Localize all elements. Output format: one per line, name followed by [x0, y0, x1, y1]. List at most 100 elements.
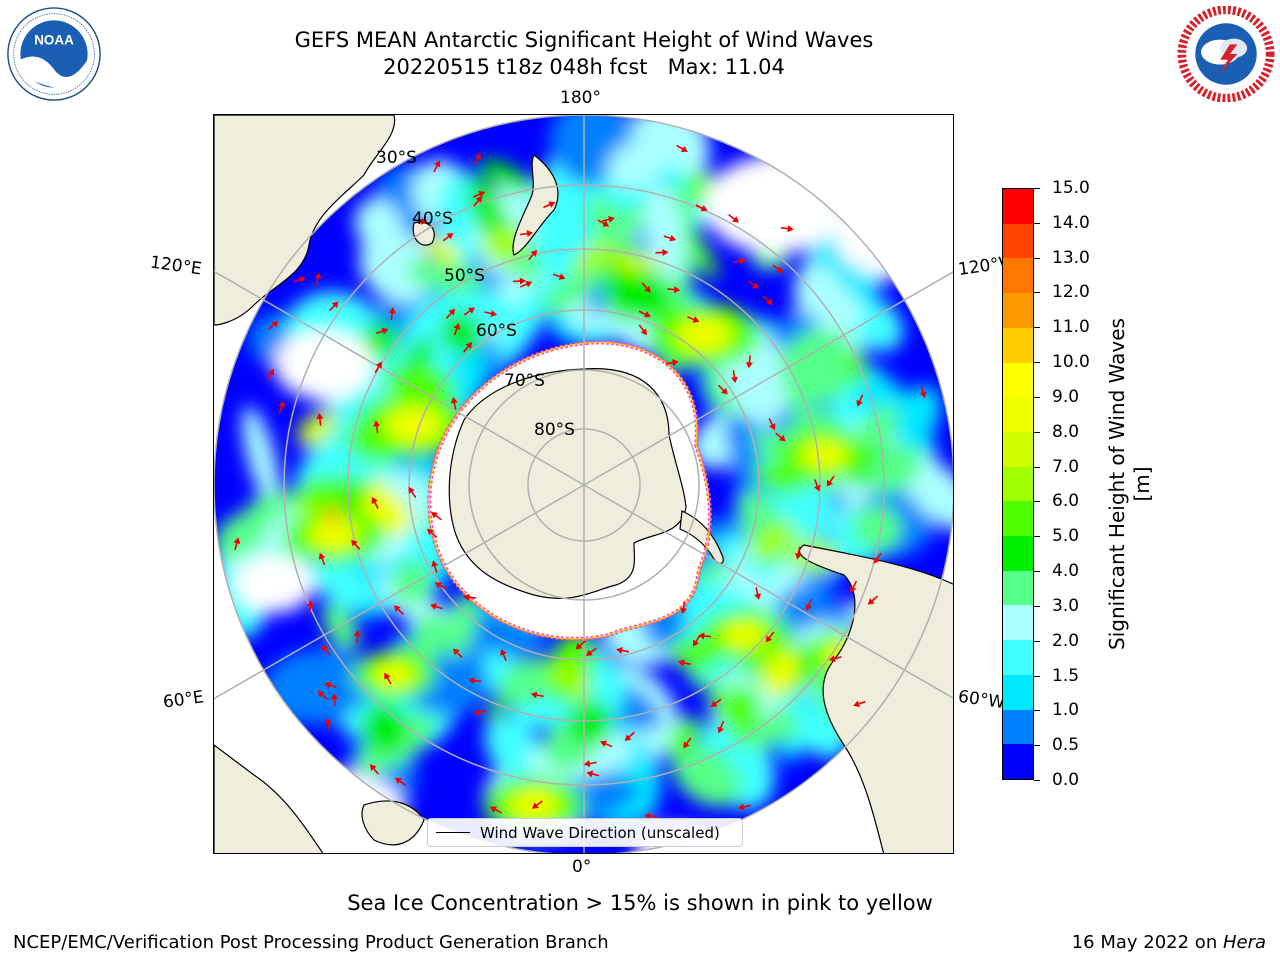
wave-direction-arrow — [317, 690, 328, 700]
colorbar-tick-label: 12.0 — [1034, 282, 1090, 302]
wave-height-patch — [766, 658, 799, 693]
wave-height-patch — [725, 398, 773, 515]
wave-direction-arrow — [530, 691, 544, 699]
wave-direction-arrow — [873, 552, 882, 564]
wave-direction-arrow — [369, 764, 379, 775]
wave-direction-arrow — [768, 418, 776, 431]
wave-direction-arrow — [597, 219, 610, 227]
wave-height-peak-core — [308, 518, 360, 552]
wave-height-patch — [607, 137, 670, 189]
wave-direction-arrow — [490, 806, 502, 814]
wave-direction-arrow — [484, 310, 498, 317]
wave-height-patch — [852, 504, 902, 552]
lon-label-60w: 60°W — [956, 686, 1007, 714]
wave-direction-arrow — [805, 598, 813, 612]
colorbar-tick-label: 0.0 — [1034, 770, 1079, 790]
wave-direction-arrow — [442, 233, 454, 242]
wave-height-patch — [392, 560, 433, 606]
colorbar-tick-label: 11.0 — [1034, 317, 1090, 337]
legend-label: Wind Wave Direction (unscaled) — [480, 823, 720, 842]
wave-height-patch — [688, 231, 718, 281]
wave-direction-arrow — [867, 595, 879, 605]
wave-direction-arrow — [452, 648, 463, 659]
wave-direction-arrow — [813, 479, 821, 492]
wave-direction-arrow — [314, 272, 322, 286]
sea-ice-edge-inner — [428, 341, 711, 640]
legend-line-sample — [436, 832, 470, 833]
wave-direction-arrow — [463, 342, 473, 353]
colorbar-segment — [1003, 605, 1033, 641]
wave-direction-arrow — [278, 400, 285, 414]
latitude-label: 60°S — [476, 321, 517, 341]
wave-direction-arrow — [371, 497, 379, 509]
title-line-1: GEFS MEAN Antarctic Significant Height o… — [294, 28, 874, 52]
colorbar-segment — [1003, 640, 1033, 675]
wave-direction-arrow — [679, 601, 687, 615]
wave-direction-arrow — [434, 582, 447, 590]
lon-label-120e: 120°E — [148, 252, 203, 280]
wave-direction-arrow — [500, 648, 507, 662]
wave-height-patch — [479, 159, 534, 194]
latitude-label: 50°S — [444, 266, 485, 286]
wave-direction-arrow — [324, 717, 332, 731]
wave-height-patch — [499, 656, 553, 707]
footer-credit: NCEP/EMC/Verification Post Processing Pr… — [13, 932, 609, 953]
wave-direction-arrow — [853, 700, 866, 708]
wave-height-patch — [322, 603, 359, 651]
white-gap — [704, 156, 844, 254]
wave-height-peak-core — [676, 317, 732, 353]
wave-direction-arrow — [374, 361, 382, 374]
wave-direction-arrow — [655, 248, 669, 256]
wave-height-patch — [888, 386, 941, 450]
colorbar-segment — [1003, 258, 1033, 294]
colorbar-segment — [1003, 536, 1033, 571]
wave-direction-arrow — [710, 698, 722, 707]
colorbar-label: Significant Height of Wind Waves [m] — [1105, 318, 1154, 650]
title-line-2: 20220515 t18z 048h fcst Max: 11.04 — [383, 55, 785, 79]
wave-direction-arrow — [473, 196, 483, 207]
wave-direction-arrow — [665, 359, 679, 367]
wave-direction-arrow — [780, 225, 794, 233]
australia — [214, 115, 396, 326]
noaa-logo: NOAA — [4, 6, 104, 102]
wave-direction-arrow — [728, 214, 739, 223]
sea-ice-note: Sea Ice Concentration > 15% is shown in … — [347, 891, 933, 915]
wave-height-patch — [297, 410, 336, 448]
meridian-line — [214, 484, 585, 700]
wave-direction-arrow — [453, 323, 461, 336]
latitude-label: 40°S — [412, 209, 453, 229]
wave-direction-arrow — [306, 600, 314, 614]
wave-height-peak-core — [800, 439, 848, 471]
meridian-line — [583, 271, 953, 486]
wave-direction-arrow — [293, 276, 306, 283]
wave-direction-arrow — [717, 721, 725, 734]
lon-label-60e: 60°E — [161, 687, 206, 713]
meridian-line — [583, 484, 953, 699]
wave-direction-arrow — [683, 737, 692, 749]
colorbar-segment — [1003, 327, 1033, 363]
colorbar-tick-label: 3.0 — [1034, 596, 1079, 616]
wave-height-patch — [668, 716, 701, 757]
wave-height-patch — [898, 454, 953, 533]
meridian-line — [214, 270, 585, 486]
wave-direction-arrow — [644, 812, 658, 820]
wave-direction-arrow — [754, 587, 762, 600]
wave-direction-arrow — [772, 264, 784, 273]
wave-height-patch — [784, 486, 836, 540]
white-gap — [234, 557, 314, 613]
wave-direction-arrow — [585, 647, 597, 656]
wave-direction-arrow — [331, 693, 339, 707]
wave-direction-arrow — [695, 204, 708, 212]
wave-direction-arrow — [472, 190, 486, 198]
wave-direction-arrow — [641, 282, 651, 293]
lon-label-180: 180° — [560, 88, 601, 108]
wave-height-patch — [749, 521, 797, 561]
wave-direction-arrow — [463, 593, 477, 601]
wave-direction-vectors — [233, 144, 927, 820]
wave-direction-arrow — [531, 800, 543, 809]
wave-direction-arrow — [850, 580, 858, 593]
wave-direction-arrow — [463, 307, 475, 316]
wave-height-peak-core — [384, 406, 444, 444]
colorbar-tick-label: 1.0 — [1034, 700, 1079, 720]
colorbar-tick-label: 6.0 — [1034, 491, 1079, 511]
